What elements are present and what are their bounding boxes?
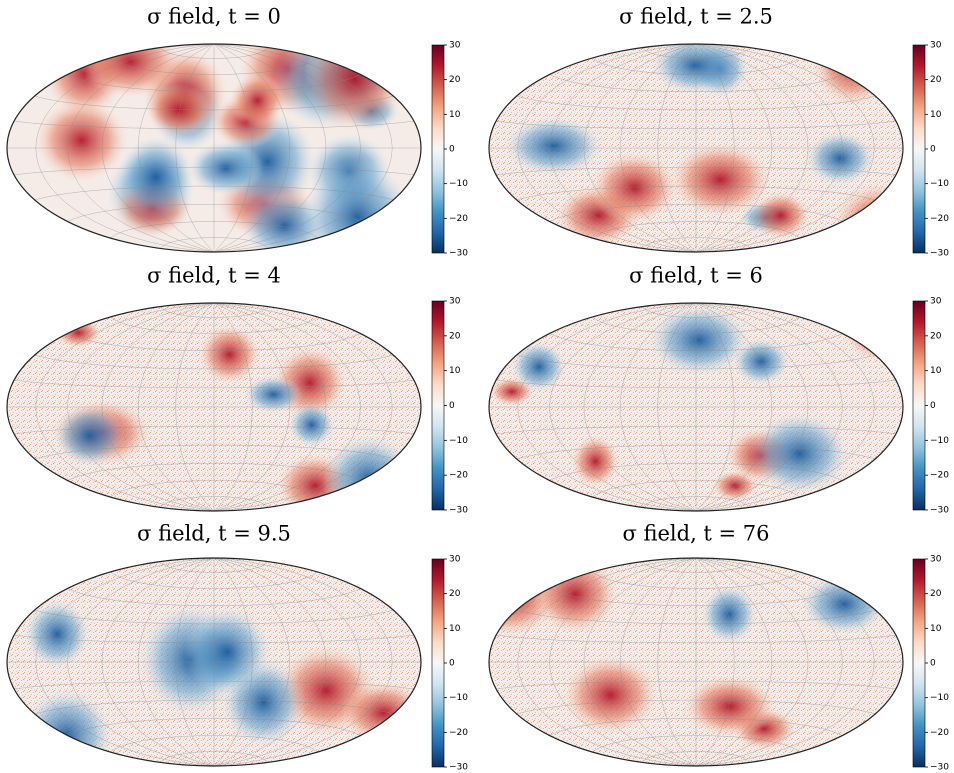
map-field — [7, 303, 426, 523]
colorbar-tick-label: 30 — [930, 297, 942, 307]
panel: σ field, t = 6 30 20 10 0 −10 −20 −30 — [489, 264, 949, 516]
map-field — [489, 303, 916, 511]
figure: σ field, t = 03020100−10−20−30σ field, t… — [0, 0, 954, 773]
colorbar-tick-label: −20 — [449, 728, 468, 738]
colorbar-tick-label: 20 — [449, 75, 461, 85]
colorbar — [913, 301, 925, 510]
colorbar-tick-label: 30 — [930, 555, 942, 565]
field-blob — [750, 413, 849, 494]
field-blob — [339, 682, 427, 744]
colorbar-tick-label: −10 — [449, 436, 468, 446]
panel: σ field, t = 9.5 30 20 10 0 −10 −20 −30 — [7, 522, 468, 773]
field-blob — [184, 607, 271, 697]
colorbar — [432, 559, 444, 767]
panel: σ field, t = 4 30 20 10 0 −10 −20 −30 — [7, 264, 468, 524]
colorbar-tick-label: −10 — [930, 693, 949, 703]
field-blob — [590, 152, 678, 223]
colorbar-tick-label: −10 — [930, 179, 949, 189]
field-blob — [684, 676, 777, 738]
colorbar-tick-label: 0 — [449, 401, 455, 411]
colorbar-tick-label: 10 — [930, 110, 942, 120]
panel-title: σ field, t = 0 — [147, 5, 281, 29]
colorbar-tick-label: 0 — [930, 401, 936, 411]
colorbar-tick-label: 20 — [449, 589, 461, 599]
field-blob — [844, 303, 917, 362]
field-blob — [54, 405, 125, 466]
panel-title: σ field, t = 2.5 — [619, 5, 773, 29]
colorbar — [913, 559, 925, 767]
map-field — [7, 23, 421, 275]
panel: σ field, t = 0 30 20 10 0 −10 −20 −30 — [7, 5, 468, 276]
field-blob — [289, 403, 335, 447]
colorbar — [913, 45, 925, 253]
field-blob — [801, 574, 887, 634]
colorbar-tick-label: 20 — [449, 331, 461, 341]
colorbar-tick-label: 0 — [930, 659, 936, 669]
colorbar-tick-label: 10 — [449, 366, 461, 376]
colorbar-tick-label: 0 — [449, 659, 455, 669]
colorbar-tick-label: 20 — [930, 331, 942, 341]
colorbar-tick-label: −10 — [449, 179, 468, 189]
map-field — [461, 555, 903, 766]
colorbar-tick-label: −20 — [930, 728, 949, 738]
colorbar-tick-label: 10 — [930, 366, 942, 376]
colorbar-tick-label: 0 — [930, 145, 936, 155]
colorbar-tick-label: −20 — [449, 214, 468, 224]
colorbar-tick-label: −30 — [449, 763, 468, 773]
colorbar-tick-label: 20 — [930, 589, 942, 599]
field-blob — [702, 586, 757, 644]
field-blob — [572, 435, 620, 487]
colorbar-tick-label: 20 — [930, 75, 942, 85]
colorbar — [432, 301, 444, 510]
colorbar-tick-label: −10 — [930, 436, 949, 446]
colorbar-tick-label: −10 — [449, 693, 468, 703]
map-field — [489, 20, 927, 275]
field-blob — [229, 73, 285, 127]
field-blob — [751, 192, 810, 239]
field-blob — [806, 132, 874, 185]
colorbar-tick-label: −30 — [449, 506, 468, 516]
panel: σ field, t = 2.5 30 20 10 0 −10 −20 −30 — [489, 5, 949, 276]
field-blob — [812, 20, 894, 106]
colorbar-tick-label: −20 — [449, 471, 468, 481]
panel: σ field, t = 76 30 20 10 0 −10 −20 −30 — [461, 522, 950, 773]
colorbar-tick-label: 30 — [449, 41, 461, 51]
colorbar-tick-label: −20 — [930, 214, 949, 224]
panel-title: σ field, t = 4 — [147, 264, 281, 288]
colorbar-tick-label: 10 — [930, 624, 942, 634]
colorbar-tick-label: −30 — [930, 249, 949, 259]
panel-title: σ field, t = 76 — [622, 522, 769, 546]
colorbar-tick-label: 10 — [449, 110, 461, 120]
field-blob — [302, 159, 413, 275]
colorbar-tick-label: −30 — [449, 249, 468, 259]
field-blob — [244, 376, 302, 413]
field-blob — [322, 436, 415, 524]
colorbar-tick-label: 30 — [930, 41, 942, 51]
colorbar-tick-label: 10 — [449, 624, 461, 634]
panel-title: σ field, t = 6 — [629, 264, 763, 288]
panel-title: σ field, t = 9.5 — [137, 522, 291, 546]
colorbar-tick-label: −30 — [930, 763, 949, 773]
field-blob — [562, 656, 658, 735]
colorbar — [432, 45, 444, 253]
colorbar-tick-label: −20 — [930, 471, 949, 481]
colorbar-tick-label: −30 — [930, 506, 949, 516]
colorbar-tick-label: 30 — [449, 555, 461, 565]
colorbar-tick-label: 0 — [449, 145, 455, 155]
colorbar-tick-label: 30 — [449, 297, 461, 307]
field-blob — [649, 305, 749, 375]
